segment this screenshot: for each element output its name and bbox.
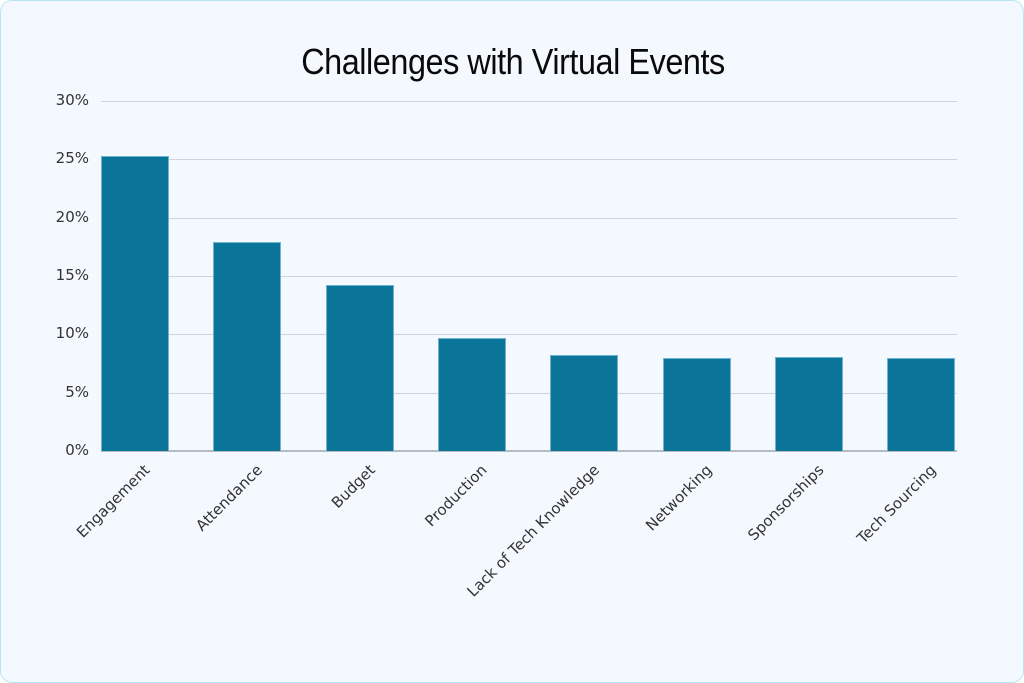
y-tick-label: 0% <box>65 441 89 459</box>
bar-sponsorships <box>774 356 843 451</box>
y-tick-label: 15% <box>55 266 89 284</box>
gridline <box>101 159 957 161</box>
bar-networking <box>662 357 731 451</box>
x-tick-label: Networking <box>641 461 716 535</box>
bar-production <box>437 337 506 451</box>
x-tick-label: Sponsorships <box>744 461 828 545</box>
bar-budget <box>325 285 394 451</box>
plot-area <box>101 101 957 452</box>
x-tick-label: Budget <box>327 461 379 512</box>
gridline <box>101 101 957 102</box>
x-tick-label: Engagement <box>73 461 154 542</box>
y-tick-label: 25% <box>55 149 89 168</box>
x-tick-label: Lack of Tech Knowledge <box>463 461 604 601</box>
x-tick-label: Tech Sourcing <box>853 461 940 548</box>
bar-attendance <box>213 242 282 451</box>
chart-title: Challenges with Virtual Events <box>301 41 725 82</box>
gridline <box>101 217 957 219</box>
gridline <box>101 276 957 277</box>
y-tick-label: 30% <box>55 91 89 109</box>
x-axis-line <box>101 450 957 452</box>
x-tick-label: Attendance <box>192 461 267 535</box>
y-tick-label: 10% <box>55 324 89 343</box>
bar-engagement <box>101 155 169 451</box>
bar-lack-of-tech-knowledge <box>550 355 619 451</box>
bar-tech-sourcing <box>887 357 956 451</box>
gridline <box>101 334 957 336</box>
y-tick-label: 20% <box>55 207 89 226</box>
x-tick-label: Production <box>421 461 491 531</box>
y-tick-label: 5% <box>65 382 89 401</box>
gridline <box>101 392 957 394</box>
